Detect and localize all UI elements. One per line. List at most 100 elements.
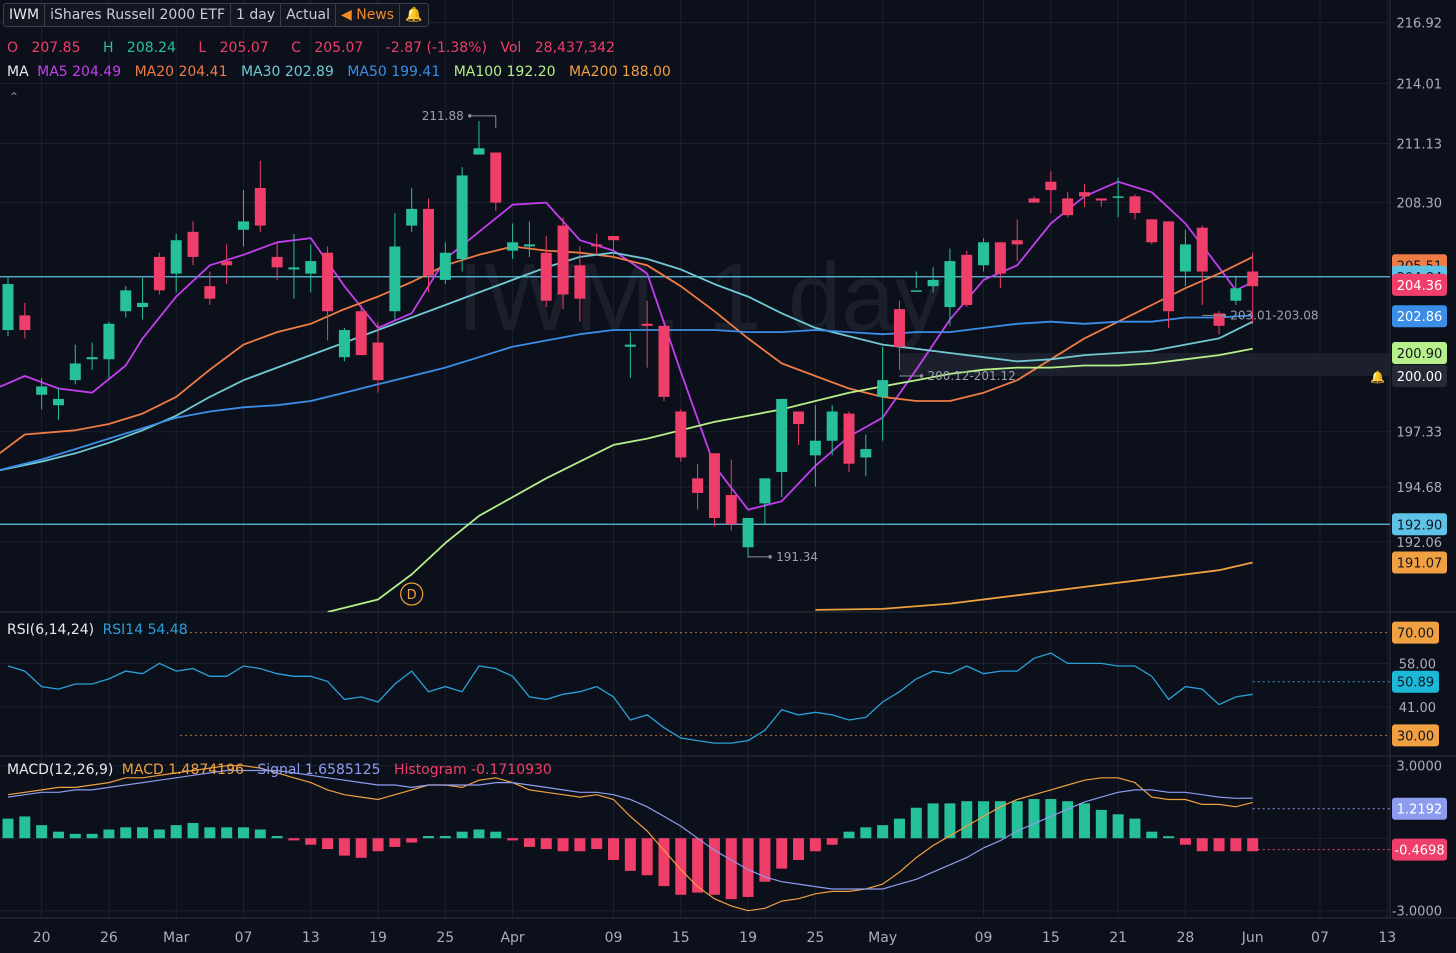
macd-histogram-bar [423,836,434,839]
candle [305,244,317,293]
price-mode-button[interactable]: Actual [281,4,336,26]
date-tick-label: 15 [1042,930,1060,946]
candle-body [153,256,165,291]
macd-tag-box [1392,838,1447,861]
date-tick-label: 19 [369,930,387,946]
price-tag: 202.86 [1392,305,1447,328]
candle [36,378,48,410]
macd-histogram-bar [338,838,350,856]
candle [204,271,216,305]
candle [809,405,821,487]
bell-icon: 🔔 [405,7,423,23]
interval-button[interactable]: 1 day [231,4,282,26]
candle [19,302,31,339]
date-tick-label: 25 [436,930,454,946]
candle [2,277,14,337]
change-value: -2.87 (-1.38%) [385,40,487,56]
price-tick-label: 197.33 [1397,426,1443,441]
news-button[interactable]: ◀ News [336,4,401,26]
candle-body [860,449,872,458]
candle-body [1062,198,1074,216]
macd-histogram-bar [978,801,990,839]
candle-body [944,261,956,308]
rsi-line [7,652,1253,744]
candle [708,453,720,527]
date-tick-label: 13 [1378,930,1396,946]
candle-body [692,478,704,493]
candle [120,286,132,318]
ma-legend[interactable]: MA MA5 204.49 MA20 204.41 MA30 202.89 MA… [7,64,680,80]
macd-histogram-bar [237,827,249,839]
annotation-dot [467,114,472,118]
macd-histogram-bar [893,818,905,839]
macd-histogram-bar [36,825,48,839]
macd-histogram-bar [1095,809,1107,839]
candle [994,242,1006,289]
candle-body [1028,198,1040,203]
candle [608,236,620,260]
candle-body [1078,192,1090,197]
macd-histogram-bar [490,831,502,839]
candle-body [103,323,115,360]
candle-body [759,478,771,504]
candle-body [608,236,620,241]
rsi-tick-label: 58.00 [1399,657,1436,672]
collapse-chevron-icon[interactable]: ⌃ [9,90,20,104]
macd-histogram-bar [591,838,603,850]
price-annotation: 200.12-201.12 [899,369,1016,383]
price-tick-label: 214.01 [1397,77,1443,92]
candle-body [271,256,283,268]
instrument-name[interactable]: iShares Russell 2000 ETF [45,4,232,26]
candle-body [641,323,653,326]
macd-histogram-bar [507,838,519,841]
annotation-dot [1222,313,1227,318]
candle-body [204,286,216,299]
macd-histogram-bar [372,838,384,852]
macd-histogram-bar [1213,838,1225,852]
candle-body [1230,288,1242,301]
candle [1028,196,1040,203]
candle [254,160,266,232]
annotation-label: 191.34 [776,550,818,564]
candle-body [456,175,468,260]
price-tag-box [1392,513,1447,536]
candle-body [1213,313,1225,326]
ohlc-legend: O 207.85 H 208.24 L 205.07 C 205.07 -2.8… [7,40,633,56]
date-tick-label: 15 [672,930,690,946]
date-tick-label: 21 [1109,930,1127,946]
macd-histogram-bar [557,838,569,852]
histogram-value: Histogram -0.1710930 [393,762,552,778]
annotation-dot [768,555,772,559]
candle-body [473,148,485,155]
price-tag-box [1392,551,1447,574]
price-tag-label: 200.00 [1397,370,1443,385]
date-tick-label: Apr [500,930,524,946]
candle [288,233,300,299]
macd-histogram-bar [742,838,754,897]
macd-legend[interactable]: MACD(12,26,9) MACD 1.4874196 Signal 1.65… [7,762,561,778]
macd-histogram-bar [52,831,64,839]
candle [137,277,149,320]
symbol-button[interactable]: IWM [4,4,46,26]
rsi-current-tag-box [1392,670,1439,693]
macd-tick-label: 3.0000 [1397,760,1443,775]
candle-body [776,398,788,473]
candle [961,250,973,308]
macd-histogram-bar [473,829,485,839]
candle [1179,229,1191,287]
macd-histogram-bar [843,831,855,839]
close-value: 205.07 [314,40,364,56]
alert-button[interactable]: 🔔 [400,4,427,26]
rsi-level-tag-box [1392,621,1439,644]
macd-histogram-bar [1078,803,1090,839]
ma50-line [0,314,1253,471]
candle [557,217,569,310]
candle-body [19,315,31,331]
rsi-legend[interactable]: RSI(6,14,24) RSI14 54.48 [7,622,197,638]
candle-body [1163,221,1175,312]
candle [675,409,687,462]
open-value: 207.85 [31,40,81,56]
macd-histogram-bar [19,816,31,839]
candle-body [322,252,334,312]
